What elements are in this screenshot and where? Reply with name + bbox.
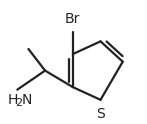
Text: Br: Br	[65, 12, 81, 26]
Text: S: S	[96, 107, 105, 121]
Text: 2: 2	[15, 98, 22, 108]
Text: H: H	[8, 93, 18, 107]
Text: N: N	[21, 93, 32, 107]
